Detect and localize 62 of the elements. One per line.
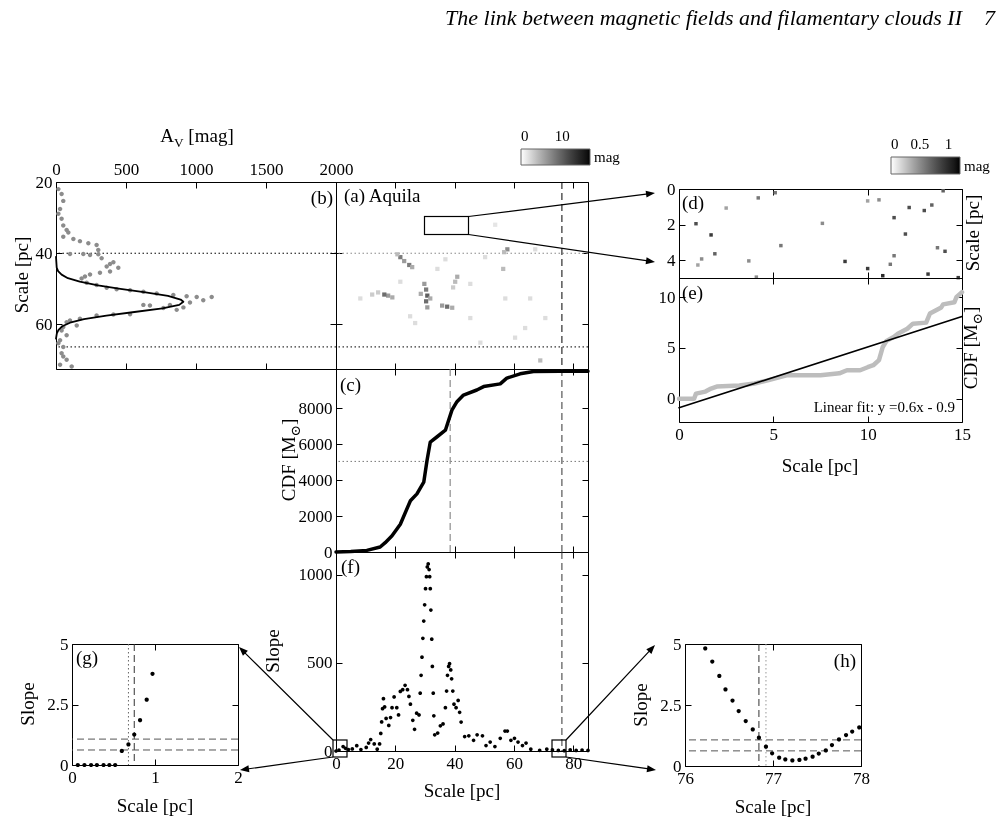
y-axis-title: Slope (629, 683, 652, 727)
y-tick-label: 5 (60, 634, 69, 654)
color-bar-label: 0.5 (910, 136, 930, 152)
annotation: (d) (682, 192, 705, 214)
y-axis-title: Slope (261, 629, 284, 673)
annotation: (e) (682, 282, 704, 304)
y-tick-label: 2 (667, 215, 676, 235)
x-axis-title: Scale [pc] (781, 454, 859, 477)
y-tick-label: 4 (667, 250, 676, 270)
color-bar-label: 10 (554, 128, 570, 144)
x-tick-label: 40 (446, 753, 464, 773)
y-axis-title: Scale [pc] (961, 194, 984, 272)
y-tick-label: 5 (667, 338, 676, 358)
y-tick-label: 6000 (298, 434, 333, 454)
y-axis-title: Slope (16, 682, 39, 726)
x-axis-title: Scale [pc] (734, 795, 812, 818)
y-tick-label: 2.5 (47, 695, 69, 714)
y-tick-label: 1000 (298, 565, 333, 585)
annotation: (g) (76, 647, 99, 669)
y-axis-title: Scale [pc] (10, 236, 33, 314)
y-tick-label: 0 (667, 389, 676, 409)
x-axis-title: Scale [pc] (116, 794, 194, 817)
y-tick-label: 5 (673, 634, 682, 654)
annotation: (f) (341, 556, 360, 578)
y-tick-label: 2000 (298, 506, 333, 526)
annotation: (h) (833, 650, 856, 672)
y-tick-label: 0 (667, 179, 676, 199)
y-tick-label: 8000 (298, 398, 333, 418)
text: 7 (984, 5, 995, 31)
y-tick-label: 10 (658, 287, 676, 307)
color-bar-label: 0 (521, 128, 529, 144)
x-tick-label: 20 (387, 753, 405, 773)
y-tick-label: 2.5 (660, 695, 682, 715)
y-tick-label: 40 (35, 243, 53, 263)
color-bar-title: mag (964, 158, 991, 174)
annotation: (c) (340, 374, 362, 396)
x-tick-label: 1500 (249, 159, 284, 179)
x-tick-label: 5 (769, 424, 779, 444)
text: The link between magnetic fields and filamentary clouds II (445, 5, 962, 31)
color-bar-label: 0 (891, 136, 899, 152)
annotation: Linear fit: y =0.6x - 0.9 (813, 399, 955, 416)
annotation: (b) (310, 187, 333, 209)
x-tick-label: 78 (853, 768, 870, 788)
x-tick-label: 1000 (179, 159, 214, 179)
annotation: (a) Aquila (344, 185, 421, 207)
x-tick-label: 500 (113, 159, 140, 179)
x-tick-label: 77 (765, 768, 783, 788)
x-tick-label: 1 (151, 767, 160, 787)
x-axis-title: A$_{V}$ [mag] (160, 124, 234, 151)
x-axis-title: Scale [pc] (423, 779, 501, 802)
color-bar-title: mag (594, 149, 621, 165)
y-tick-label: 0 (324, 542, 333, 562)
x-tick-label: 60 (505, 753, 523, 773)
x-tick-label: 10 (859, 424, 877, 444)
x-tick-label: 80 (565, 753, 583, 773)
y-tick-label: 500 (307, 653, 333, 673)
color-bar-label: 1 (944, 136, 953, 152)
x-tick-label: 2 (234, 767, 243, 787)
y-tick-label: 4000 (298, 470, 333, 490)
x-tick-label: 15 (954, 424, 971, 444)
y-tick-label: 20 (35, 172, 53, 192)
y-tick-label: 60 (35, 314, 53, 334)
